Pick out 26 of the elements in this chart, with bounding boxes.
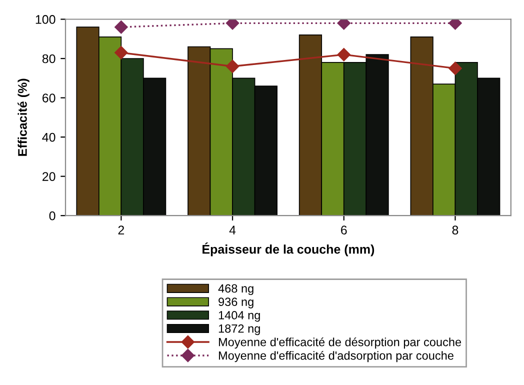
y-tick-label: 60 (42, 94, 56, 102)
x-tick-label: 8 (452, 226, 458, 235)
y-tick-label: 20 (42, 172, 56, 181)
legend-label: Moyenne d'efficacité d'adsorption par couche (218, 350, 454, 362)
point (114, 46, 128, 60)
y-tick-label: 80 (42, 54, 56, 64)
point (226, 60, 240, 73)
y-tick-label: 0 (49, 211, 56, 220)
point (114, 20, 128, 34)
x-tick-label: 4 (229, 226, 236, 234)
legend-label: 936 ng (218, 298, 254, 308)
y-tick-label: 100 (36, 15, 56, 24)
point (448, 19, 462, 30)
legend-label: 1872 ng (218, 324, 260, 336)
legend-label: 468 ng (218, 284, 254, 295)
y-tick-label: 40 (42, 132, 56, 142)
point (448, 62, 462, 75)
x-tick-label: 2 (118, 226, 124, 234)
point (337, 48, 350, 62)
x-tick-label: 6 (341, 226, 347, 235)
point (337, 19, 350, 30)
x-axis-title: Épaisseur de la couche (mm) (202, 242, 374, 256)
y-axis-title: Efficacité (%) (18, 78, 30, 156)
legend-label: 1404 ng (218, 311, 260, 322)
point (226, 19, 240, 30)
legend-label: Moyenne d'efficacité de désorption par couche (218, 337, 462, 349)
